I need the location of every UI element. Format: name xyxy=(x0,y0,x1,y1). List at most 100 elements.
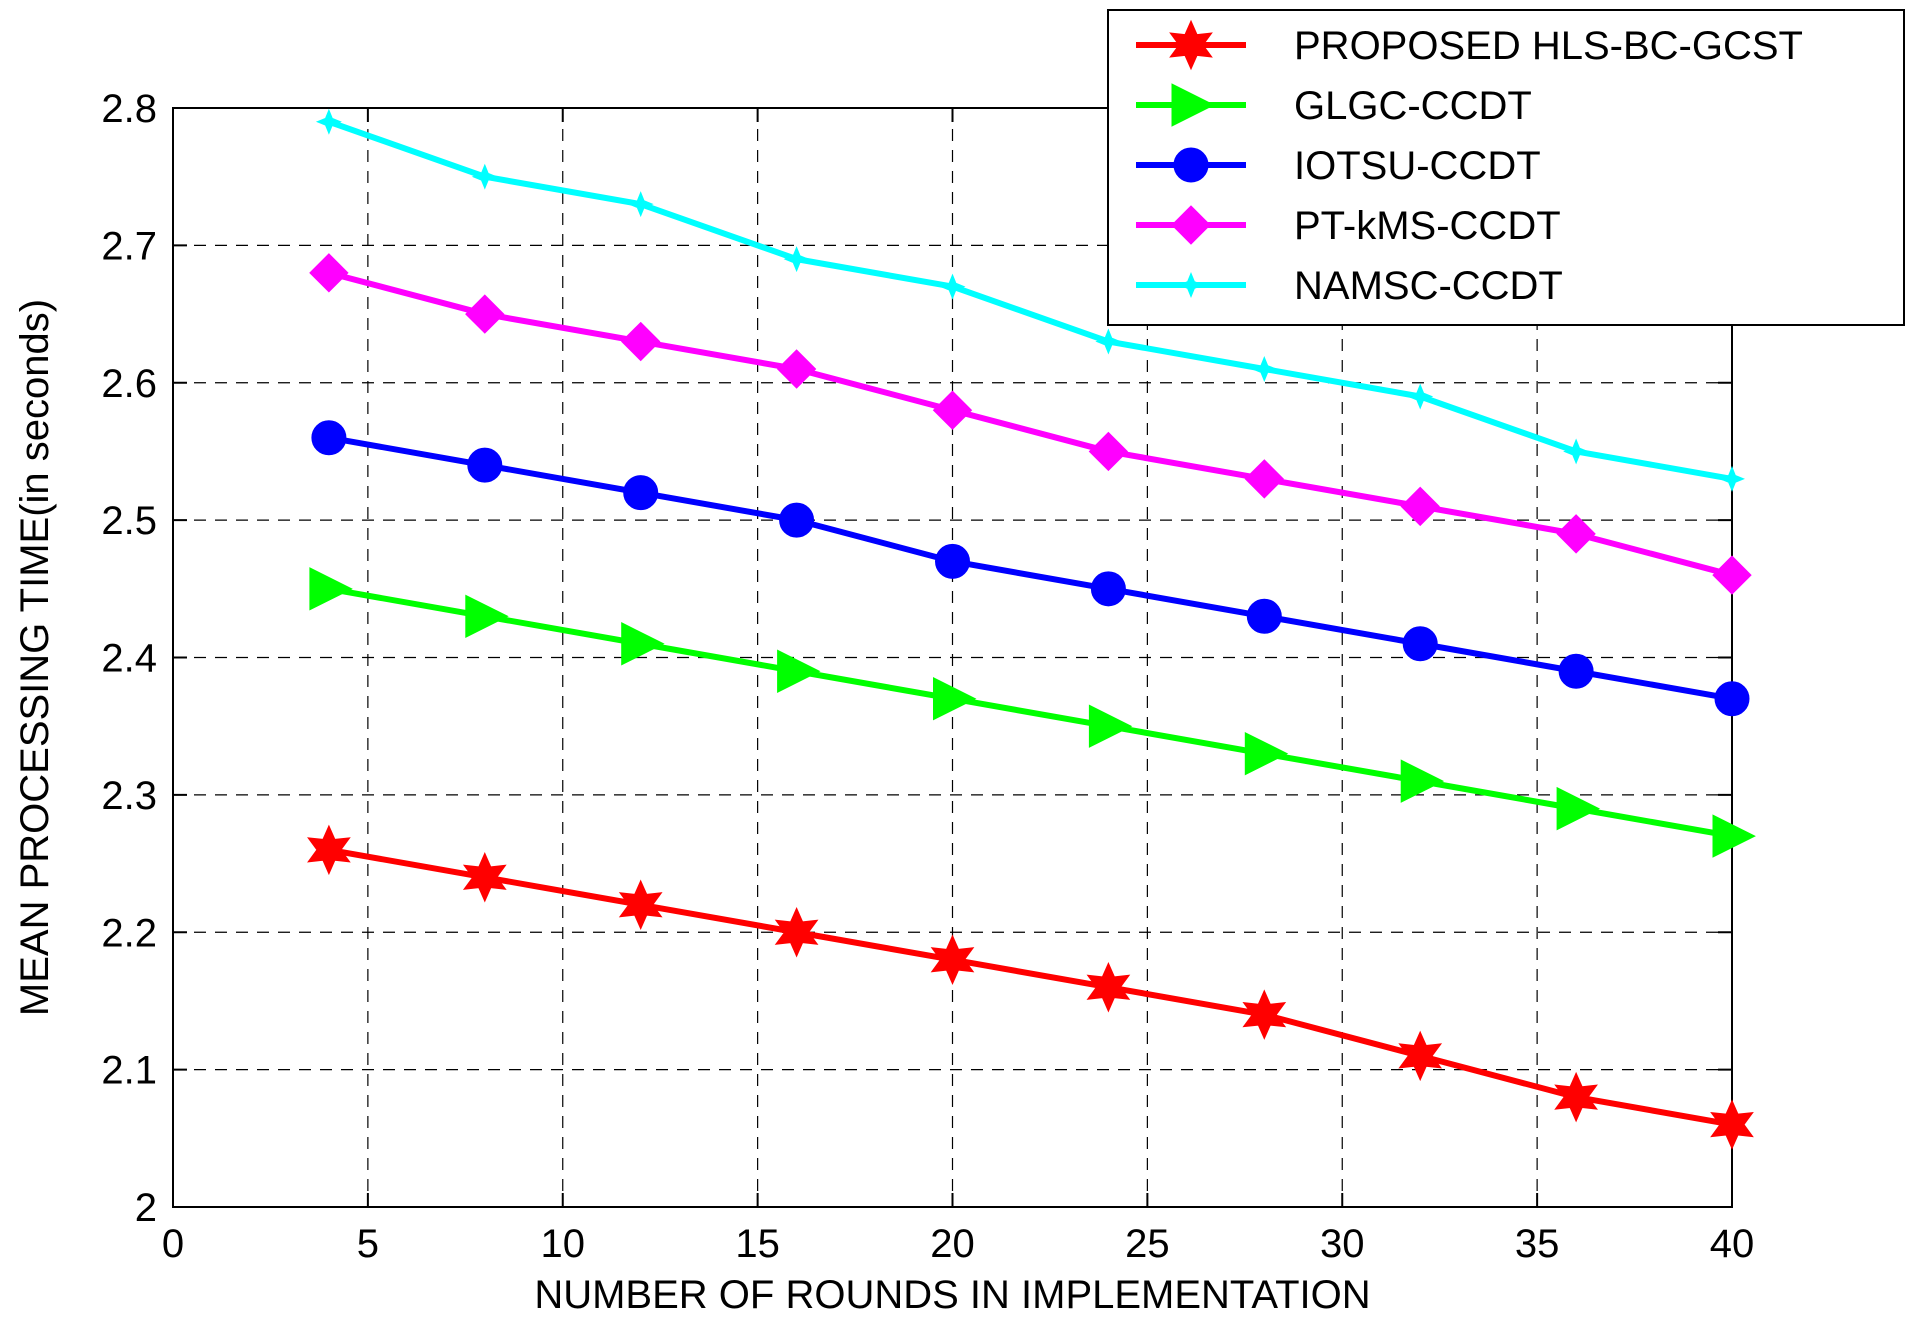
legend-marker xyxy=(1173,147,1209,183)
x-tick-label: 25 xyxy=(1125,1222,1170,1266)
series-group xyxy=(307,108,1756,1150)
data-point xyxy=(315,108,342,135)
x-tick-label: 5 xyxy=(357,1222,379,1266)
y-tick-label: 2.7 xyxy=(101,224,157,268)
series-4 xyxy=(315,108,1745,492)
data-point xyxy=(618,879,663,931)
data-point xyxy=(1095,328,1122,355)
data-point xyxy=(1086,961,1131,1013)
data-point xyxy=(783,246,810,273)
data-point xyxy=(779,502,815,538)
data-point xyxy=(1563,438,1590,465)
data-point xyxy=(1556,786,1601,831)
data-point xyxy=(1554,1071,1598,1123)
legend-item: GLGC-CCDT xyxy=(1136,83,1532,128)
data-point xyxy=(1090,571,1126,607)
legend-marker xyxy=(1169,19,1213,71)
data-point xyxy=(1407,383,1434,410)
legend-label: IOTSU-CCDT xyxy=(1294,144,1541,188)
legend-marker xyxy=(1171,205,1211,245)
data-point xyxy=(309,567,353,611)
x-tick-label: 35 xyxy=(1515,1222,1560,1266)
data-point xyxy=(774,907,819,958)
data-point xyxy=(1088,431,1129,472)
data-point xyxy=(776,349,817,389)
y-axis-title: MEAN PROCESSING TIME(in seconds) xyxy=(13,299,57,1016)
series-line xyxy=(327,118,1733,482)
x-tick-label: 0 xyxy=(162,1222,184,1266)
x-tick-label: 20 xyxy=(930,1222,975,1266)
series-line xyxy=(328,846,1733,1128)
data-point xyxy=(1710,1099,1754,1150)
data-point xyxy=(623,475,659,511)
y-tick-label: 2.6 xyxy=(101,362,157,406)
data-point xyxy=(1246,598,1282,634)
data-point xyxy=(1088,704,1133,748)
axis-ticks: 0 5 10 15 20 25 30 35 40 2 2.1 2.2 2.3 2.4 2.5 2.6 2.7 2.… xyxy=(101,87,1754,1266)
data-point xyxy=(620,321,661,362)
x-tick-label: 30 xyxy=(1320,1222,1365,1266)
legend-marker xyxy=(1171,83,1215,127)
series-3 xyxy=(309,253,1752,595)
data-point xyxy=(930,934,975,985)
data-point xyxy=(777,649,821,693)
series-1 xyxy=(309,567,1756,858)
data-point xyxy=(1402,626,1438,662)
data-point xyxy=(1558,653,1594,689)
data-point xyxy=(1400,759,1445,803)
data-point xyxy=(1398,1030,1443,1082)
data-point xyxy=(465,594,509,638)
y-tick-label: 2 xyxy=(135,1186,157,1230)
data-point xyxy=(467,447,503,483)
data-point xyxy=(1251,356,1278,383)
legend-item: IOTSU-CCDT xyxy=(1136,144,1541,188)
data-point xyxy=(1556,514,1596,554)
y-tick-label: 2.3 xyxy=(101,774,157,818)
data-point xyxy=(307,824,351,876)
grid-lines xyxy=(173,108,1732,1207)
series-0 xyxy=(307,824,1754,1150)
data-point xyxy=(462,852,507,903)
series-line xyxy=(328,585,1733,840)
data-point xyxy=(1242,989,1287,1040)
series-2 xyxy=(311,420,1750,717)
data-point xyxy=(465,294,505,334)
data-point xyxy=(1400,486,1440,527)
data-point xyxy=(471,163,498,190)
data-point xyxy=(935,543,970,579)
legend-label: PROPOSED HLS-BC-GCST xyxy=(1294,24,1803,68)
data-point xyxy=(1714,681,1750,717)
data-point xyxy=(939,273,966,300)
data-point xyxy=(932,390,973,430)
series-line xyxy=(328,434,1733,702)
legend: PROPOSED HLS-BC-GCST GLGC-CCDT IOTSU-CCDT P… xyxy=(1107,9,1905,326)
x-tick-label: 10 xyxy=(541,1222,586,1266)
y-tick-label: 2.5 xyxy=(101,499,157,543)
x-tick-label: 40 xyxy=(1710,1222,1755,1266)
data-point xyxy=(311,420,347,456)
legend-item: PROPOSED HLS-BC-GCST xyxy=(1136,19,1803,71)
legend-item: NAMSC-CCDT xyxy=(1136,264,1563,308)
data-point xyxy=(621,622,665,666)
y-tick-label: 2.8 xyxy=(101,87,157,131)
legend-marker xyxy=(1178,272,1204,298)
data-point xyxy=(1712,555,1752,595)
series-line xyxy=(328,269,1733,578)
x-axis-title: NUMBER OF ROUNDS IN IMPLEMENTATION xyxy=(534,1273,1370,1317)
data-point xyxy=(309,253,349,293)
data-point xyxy=(1244,731,1289,776)
legend-item: PT-kMS-CCDT xyxy=(1136,204,1561,248)
legend-label: GLGC-CCDT xyxy=(1294,84,1532,128)
y-tick-label: 2.2 xyxy=(101,911,157,955)
y-tick-label: 2.4 xyxy=(101,637,157,681)
data-point xyxy=(1719,465,1745,492)
data-point xyxy=(1244,459,1285,499)
data-point xyxy=(933,677,977,721)
y-tick-label: 2.1 xyxy=(101,1049,157,1093)
legend-label: NAMSC-CCDT xyxy=(1294,264,1563,308)
data-point xyxy=(1712,814,1756,858)
x-tick-label: 15 xyxy=(735,1222,780,1266)
data-point xyxy=(627,191,654,218)
legend-label: PT-kMS-CCDT xyxy=(1294,204,1561,248)
